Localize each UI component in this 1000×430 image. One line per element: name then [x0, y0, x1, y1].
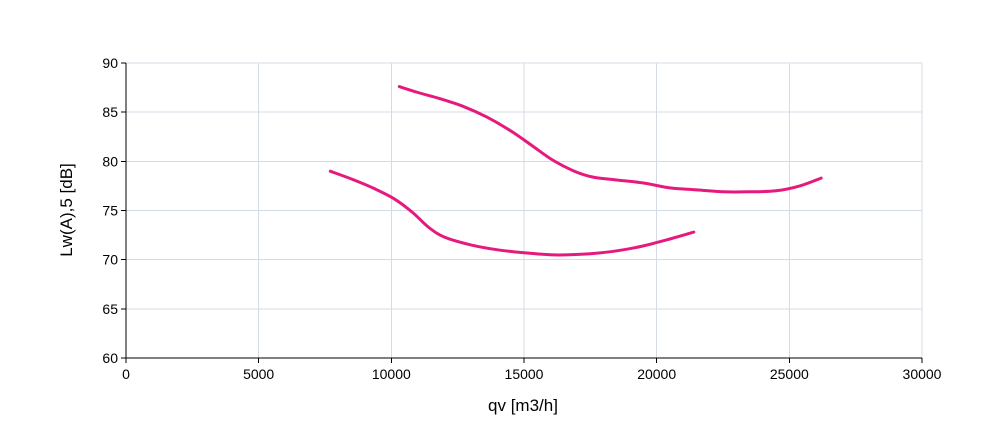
series-layer	[328, 85, 823, 257]
x-tick-label: 30000	[903, 366, 942, 382]
y-tick-label: 60	[102, 350, 118, 366]
series-line-1	[397, 85, 823, 194]
tick-labels: 0 5000 10000 15000 20000 25000 30000 60 65 70 75 80…	[102, 55, 941, 382]
series-line-2	[328, 169, 696, 257]
axis-layer	[121, 62, 923, 363]
x-tick-label: 25000	[770, 366, 809, 382]
grid-layer	[125, 62, 923, 359]
x-tick-label: 20000	[637, 366, 676, 382]
y-tick-label: 65	[102, 301, 118, 317]
y-tick-label: 80	[102, 153, 118, 169]
y-tick-label: 70	[102, 252, 118, 268]
y-tick-label: 75	[102, 203, 118, 219]
x-tick-label: 15000	[505, 366, 544, 382]
y-tick-label: 85	[102, 104, 118, 120]
x-tick-label: 5000	[243, 366, 274, 382]
y-tick-label: 90	[102, 55, 118, 71]
y-axis-label: Lw(A),5 [dB]	[57, 163, 76, 257]
x-tick-label: 10000	[372, 366, 411, 382]
x-axis-label: qv [m3/h]	[488, 396, 558, 415]
x-tick-label: 0	[122, 366, 130, 382]
